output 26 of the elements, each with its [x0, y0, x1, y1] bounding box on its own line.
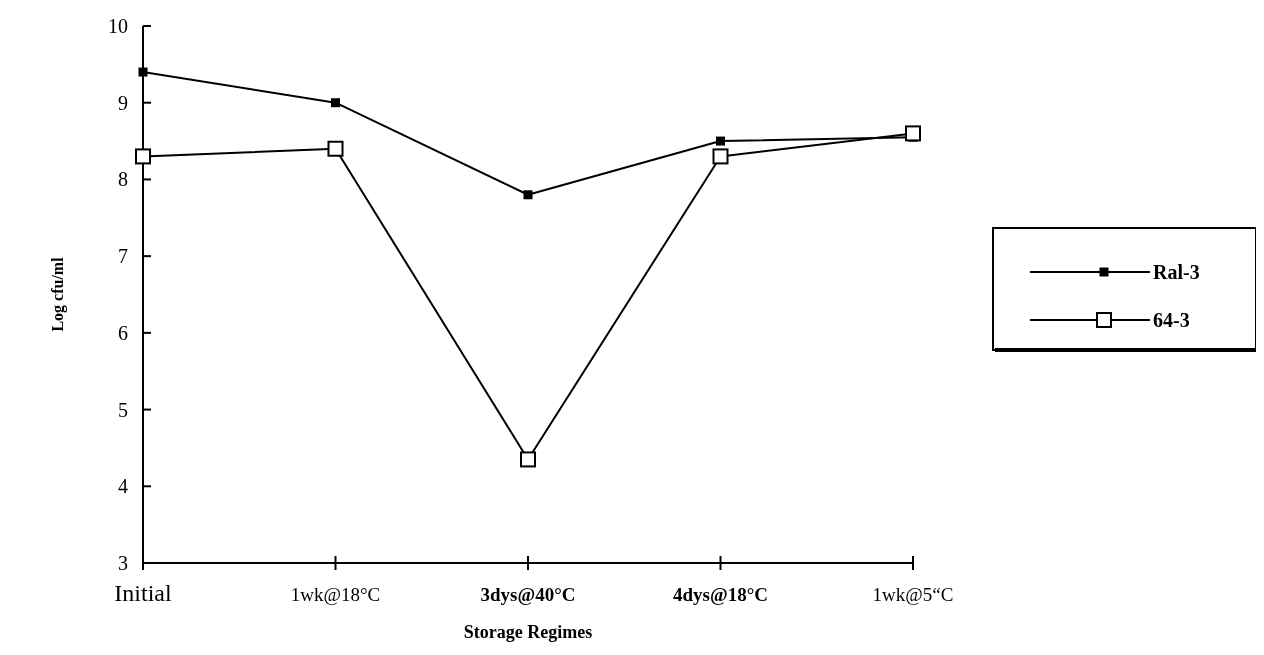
x-tick-label: 4dys@18°C: [673, 584, 768, 605]
point: [331, 98, 340, 108]
point: [138, 67, 148, 77]
y-tick-label: 9: [118, 91, 128, 114]
y-axis-title: Log cfu/ml: [49, 256, 67, 332]
x-axis-title: Storage Regimes: [463, 622, 593, 642]
y-tick-label: 3: [118, 552, 128, 574]
y-tick-label: 10: [108, 15, 128, 37]
x-tick-label: 1wk@18°C: [290, 584, 381, 605]
point: [716, 136, 725, 146]
legend-label: Ral-3: [1153, 261, 1200, 283]
x-tick-label: Initial: [114, 580, 172, 606]
x-tick-label: 3dys@40°C: [480, 584, 576, 605]
y-tick-label: 6: [118, 321, 128, 344]
y-tick-label: 8: [118, 168, 128, 191]
y-tick-label: 7: [118, 245, 128, 268]
legend-label: 64-3: [1153, 309, 1190, 331]
point: [520, 451, 536, 468]
point: [523, 190, 533, 200]
point: [327, 140, 344, 157]
y-tick-label: 4: [118, 475, 128, 498]
point: [905, 125, 921, 142]
point: [712, 148, 729, 165]
point: [135, 148, 151, 165]
x-tick-label: 1wk@5“C: [872, 584, 954, 605]
y-tick-label: 5: [118, 398, 128, 421]
